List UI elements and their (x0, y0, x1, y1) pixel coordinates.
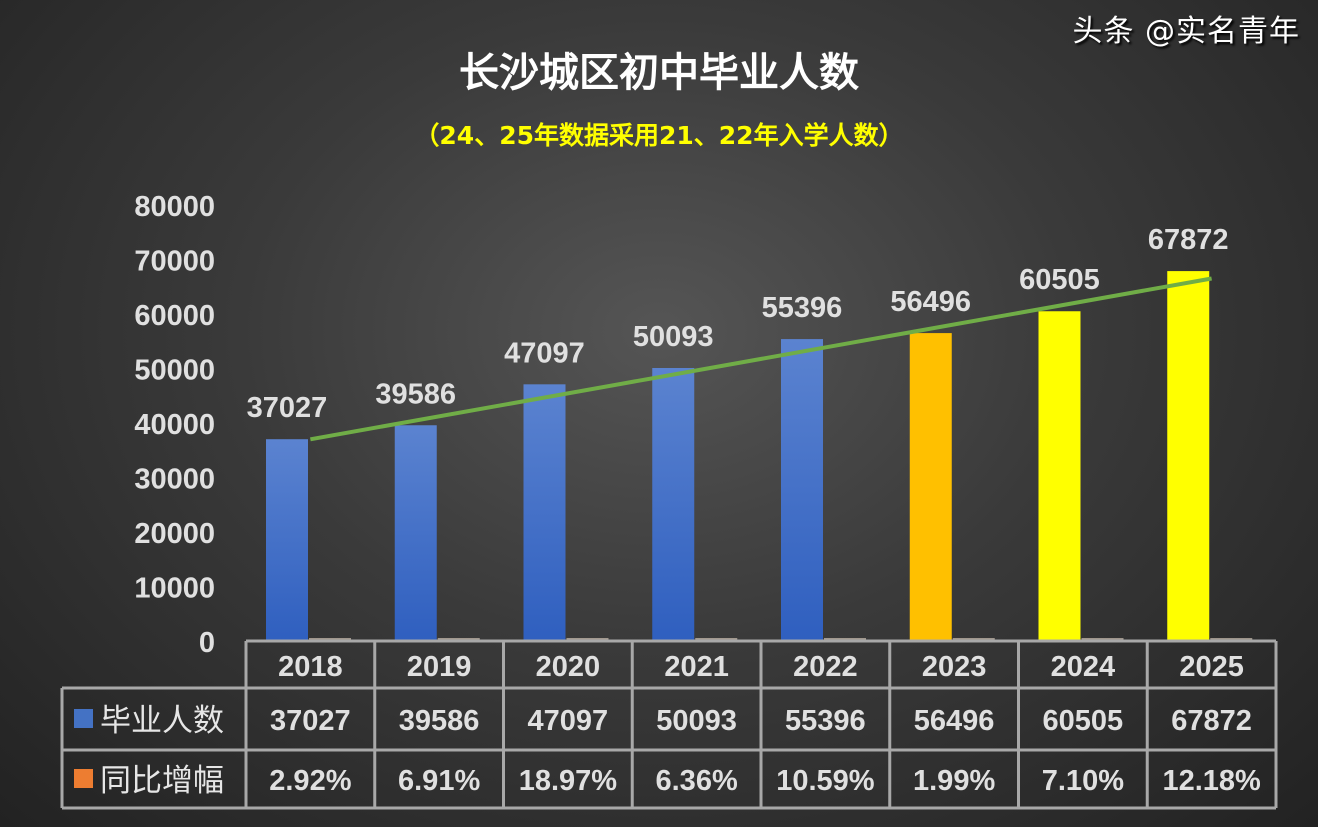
bar-2022 (781, 339, 823, 641)
chart-title: 长沙城区初中毕业人数 (459, 50, 859, 96)
x-tick-label: 2018 (278, 651, 343, 683)
data-label: 56496 (890, 286, 971, 318)
bar-2020 (523, 384, 566, 641)
y-tick-label: 10000 (134, 573, 215, 605)
table-cell-count: 39586 (399, 705, 480, 737)
x-tick-label: 2022 (793, 651, 858, 683)
watermark: 头条 @实名青年 (1072, 14, 1300, 49)
data-label: 67872 (1148, 224, 1229, 256)
x-tick-label: 2025 (1179, 651, 1244, 683)
data-label: 47097 (504, 337, 585, 369)
table-cell-growth: 7.10% (1042, 765, 1124, 797)
bar-2021 (652, 367, 695, 641)
bar-2024 (1038, 311, 1081, 641)
table-cell-growth: 6.91% (398, 765, 480, 797)
y-tick-label: 80000 (134, 191, 215, 223)
legend-key-1 (74, 769, 93, 788)
y-tick-label: 0 (199, 627, 215, 659)
x-tick-label: 2024 (1051, 651, 1116, 683)
table-cell-growth: 2.92% (269, 765, 351, 797)
bar-2023 (909, 333, 952, 641)
y-tick-label: 20000 (134, 518, 215, 550)
bar-2019 (394, 425, 437, 641)
y-tick-label: 40000 (134, 409, 215, 441)
table-cell-count: 50093 (656, 705, 737, 737)
x-tick-label: 2021 (664, 651, 729, 683)
table-cell-count: 37027 (270, 705, 351, 737)
table-cell-growth: 12.18% (1162, 765, 1261, 797)
table-cell-count: 56496 (914, 705, 995, 737)
chart-subtitle: （24、25年数据采用21、22年入学人数） (414, 121, 904, 150)
legend-label: 同比增幅 (100, 763, 224, 799)
legend-label: 毕业人数 (100, 703, 224, 739)
y-tick-label: 60000 (134, 300, 215, 332)
table-cell-count: 67872 (1171, 705, 1252, 737)
trendline (310, 276, 1212, 442)
table-cell-count: 60505 (1043, 705, 1124, 737)
y-tick-label: 50000 (134, 355, 215, 387)
table-cell-growth: 10.59% (776, 765, 875, 797)
data-label: 55396 (762, 292, 843, 324)
y-tick-label: 70000 (134, 246, 215, 278)
table-cell-growth: 1.99% (913, 765, 995, 797)
table-cell-growth: 6.36% (656, 765, 738, 797)
data-label: 39586 (375, 378, 456, 410)
bar-2025 (1167, 271, 1210, 641)
legend-key-0 (74, 709, 93, 728)
x-tick-label: 2019 (407, 651, 472, 683)
bar-2018 (266, 439, 308, 641)
table-cell-count: 55396 (785, 705, 866, 737)
y-tick-label: 30000 (134, 464, 215, 496)
x-tick-label: 2023 (922, 651, 987, 683)
data-label: 60505 (1019, 264, 1100, 296)
table-cell-growth: 18.97% (519, 765, 618, 797)
x-tick-label: 2020 (536, 651, 601, 683)
data-label: 50093 (633, 321, 714, 353)
data-label: 37027 (247, 392, 328, 424)
table-cell-count: 47097 (528, 705, 609, 737)
